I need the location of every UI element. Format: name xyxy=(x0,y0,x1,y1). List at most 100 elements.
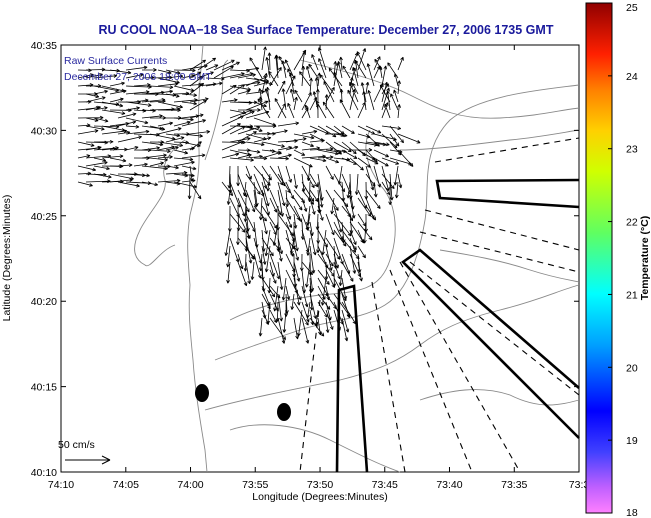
current-vector xyxy=(346,181,351,199)
current-vector xyxy=(133,173,150,178)
current-vector xyxy=(237,126,261,135)
current-vector xyxy=(189,82,205,95)
current-vector xyxy=(245,165,252,180)
current-vector xyxy=(141,181,159,187)
contour-6 xyxy=(399,129,580,151)
current-vector xyxy=(181,173,195,178)
lane-dash-8 xyxy=(434,137,580,163)
current-vector xyxy=(245,100,269,111)
current-vector xyxy=(293,133,315,140)
current-vector xyxy=(261,151,282,159)
current-vector xyxy=(354,173,359,195)
current-vector xyxy=(165,93,180,98)
current-vector xyxy=(289,72,295,95)
current-vector xyxy=(221,98,238,103)
current-vector xyxy=(299,71,311,87)
current-vector xyxy=(85,73,103,79)
y-tick-label: 40:30 xyxy=(31,125,57,137)
current-vector xyxy=(229,213,246,233)
current-vector xyxy=(189,141,202,151)
current-vector xyxy=(373,56,381,71)
current-vector xyxy=(197,57,217,71)
current-vector xyxy=(277,317,286,344)
current-vector xyxy=(157,141,184,147)
current-vector xyxy=(269,309,277,324)
current-vector xyxy=(77,141,95,147)
current-vector xyxy=(261,181,270,207)
current-vector xyxy=(245,261,252,285)
current-vector xyxy=(277,153,292,159)
x-tick-label: 73:35 xyxy=(501,479,527,491)
current-vector xyxy=(258,197,263,221)
current-vector xyxy=(149,125,166,131)
current-vector xyxy=(253,124,277,129)
current-vector xyxy=(181,165,197,171)
current-vector xyxy=(125,101,152,107)
current-vector xyxy=(165,69,181,75)
lane-southeast xyxy=(400,248,580,439)
current-vector xyxy=(269,156,289,161)
current-vector xyxy=(293,317,299,340)
colorbar-label: Temperature (°C) xyxy=(639,216,651,301)
current-vector xyxy=(333,253,339,269)
current-vector xyxy=(393,73,399,87)
scale-vector-arrow xyxy=(65,455,111,465)
current-vector xyxy=(261,245,267,265)
current-vector xyxy=(293,285,302,301)
current-vector xyxy=(101,101,124,108)
current-vector xyxy=(149,157,168,162)
current-vector xyxy=(109,89,127,95)
sandy-hook xyxy=(204,59,229,161)
current-vector xyxy=(221,140,244,151)
current-vector xyxy=(269,197,278,213)
current-vector xyxy=(306,165,311,182)
current-vector xyxy=(311,54,319,71)
current-vector xyxy=(394,181,399,199)
current-vector xyxy=(77,165,97,172)
current-vector xyxy=(317,149,339,156)
current-vector xyxy=(301,141,314,147)
current-vector xyxy=(338,269,343,287)
current-vector xyxy=(373,157,389,167)
current-vector xyxy=(268,70,279,87)
current-vector xyxy=(93,157,107,162)
current-vector xyxy=(301,261,313,276)
current-vector xyxy=(316,238,320,253)
current-vector xyxy=(229,237,240,263)
colorbar xyxy=(585,2,613,514)
x-tick-label: 73:40 xyxy=(436,479,462,491)
current-vector xyxy=(357,229,365,244)
current-vector xyxy=(253,81,269,87)
shipping-lane-dashes xyxy=(299,137,580,473)
current-vector xyxy=(264,245,271,273)
current-vector xyxy=(261,237,274,257)
current-vector xyxy=(325,317,330,333)
current-vector xyxy=(125,129,150,135)
x-tick-label: 74:05 xyxy=(113,479,139,491)
current-vector xyxy=(365,205,377,221)
current-vector xyxy=(341,141,357,155)
current-vector xyxy=(141,68,157,72)
current-vector xyxy=(141,146,160,151)
current-vector xyxy=(347,89,359,111)
current-vector xyxy=(352,67,359,87)
current-vector xyxy=(341,149,358,159)
current-vector xyxy=(397,173,403,189)
current-vector xyxy=(301,317,310,344)
current-vector xyxy=(109,81,125,87)
current-vector xyxy=(357,261,363,282)
current-vector xyxy=(125,117,149,125)
current-vector xyxy=(101,129,128,135)
current-vector xyxy=(294,89,303,103)
contour-8 xyxy=(439,249,580,283)
current-vector xyxy=(277,261,284,290)
current-vector xyxy=(93,74,118,79)
current-vector xyxy=(381,173,395,190)
current-vector xyxy=(93,106,108,111)
current-vector xyxy=(317,285,326,300)
current-vector xyxy=(277,293,283,322)
current-vector xyxy=(333,261,341,280)
current-vector xyxy=(141,153,167,159)
current-vector xyxy=(285,213,293,228)
current-vector xyxy=(287,102,295,119)
